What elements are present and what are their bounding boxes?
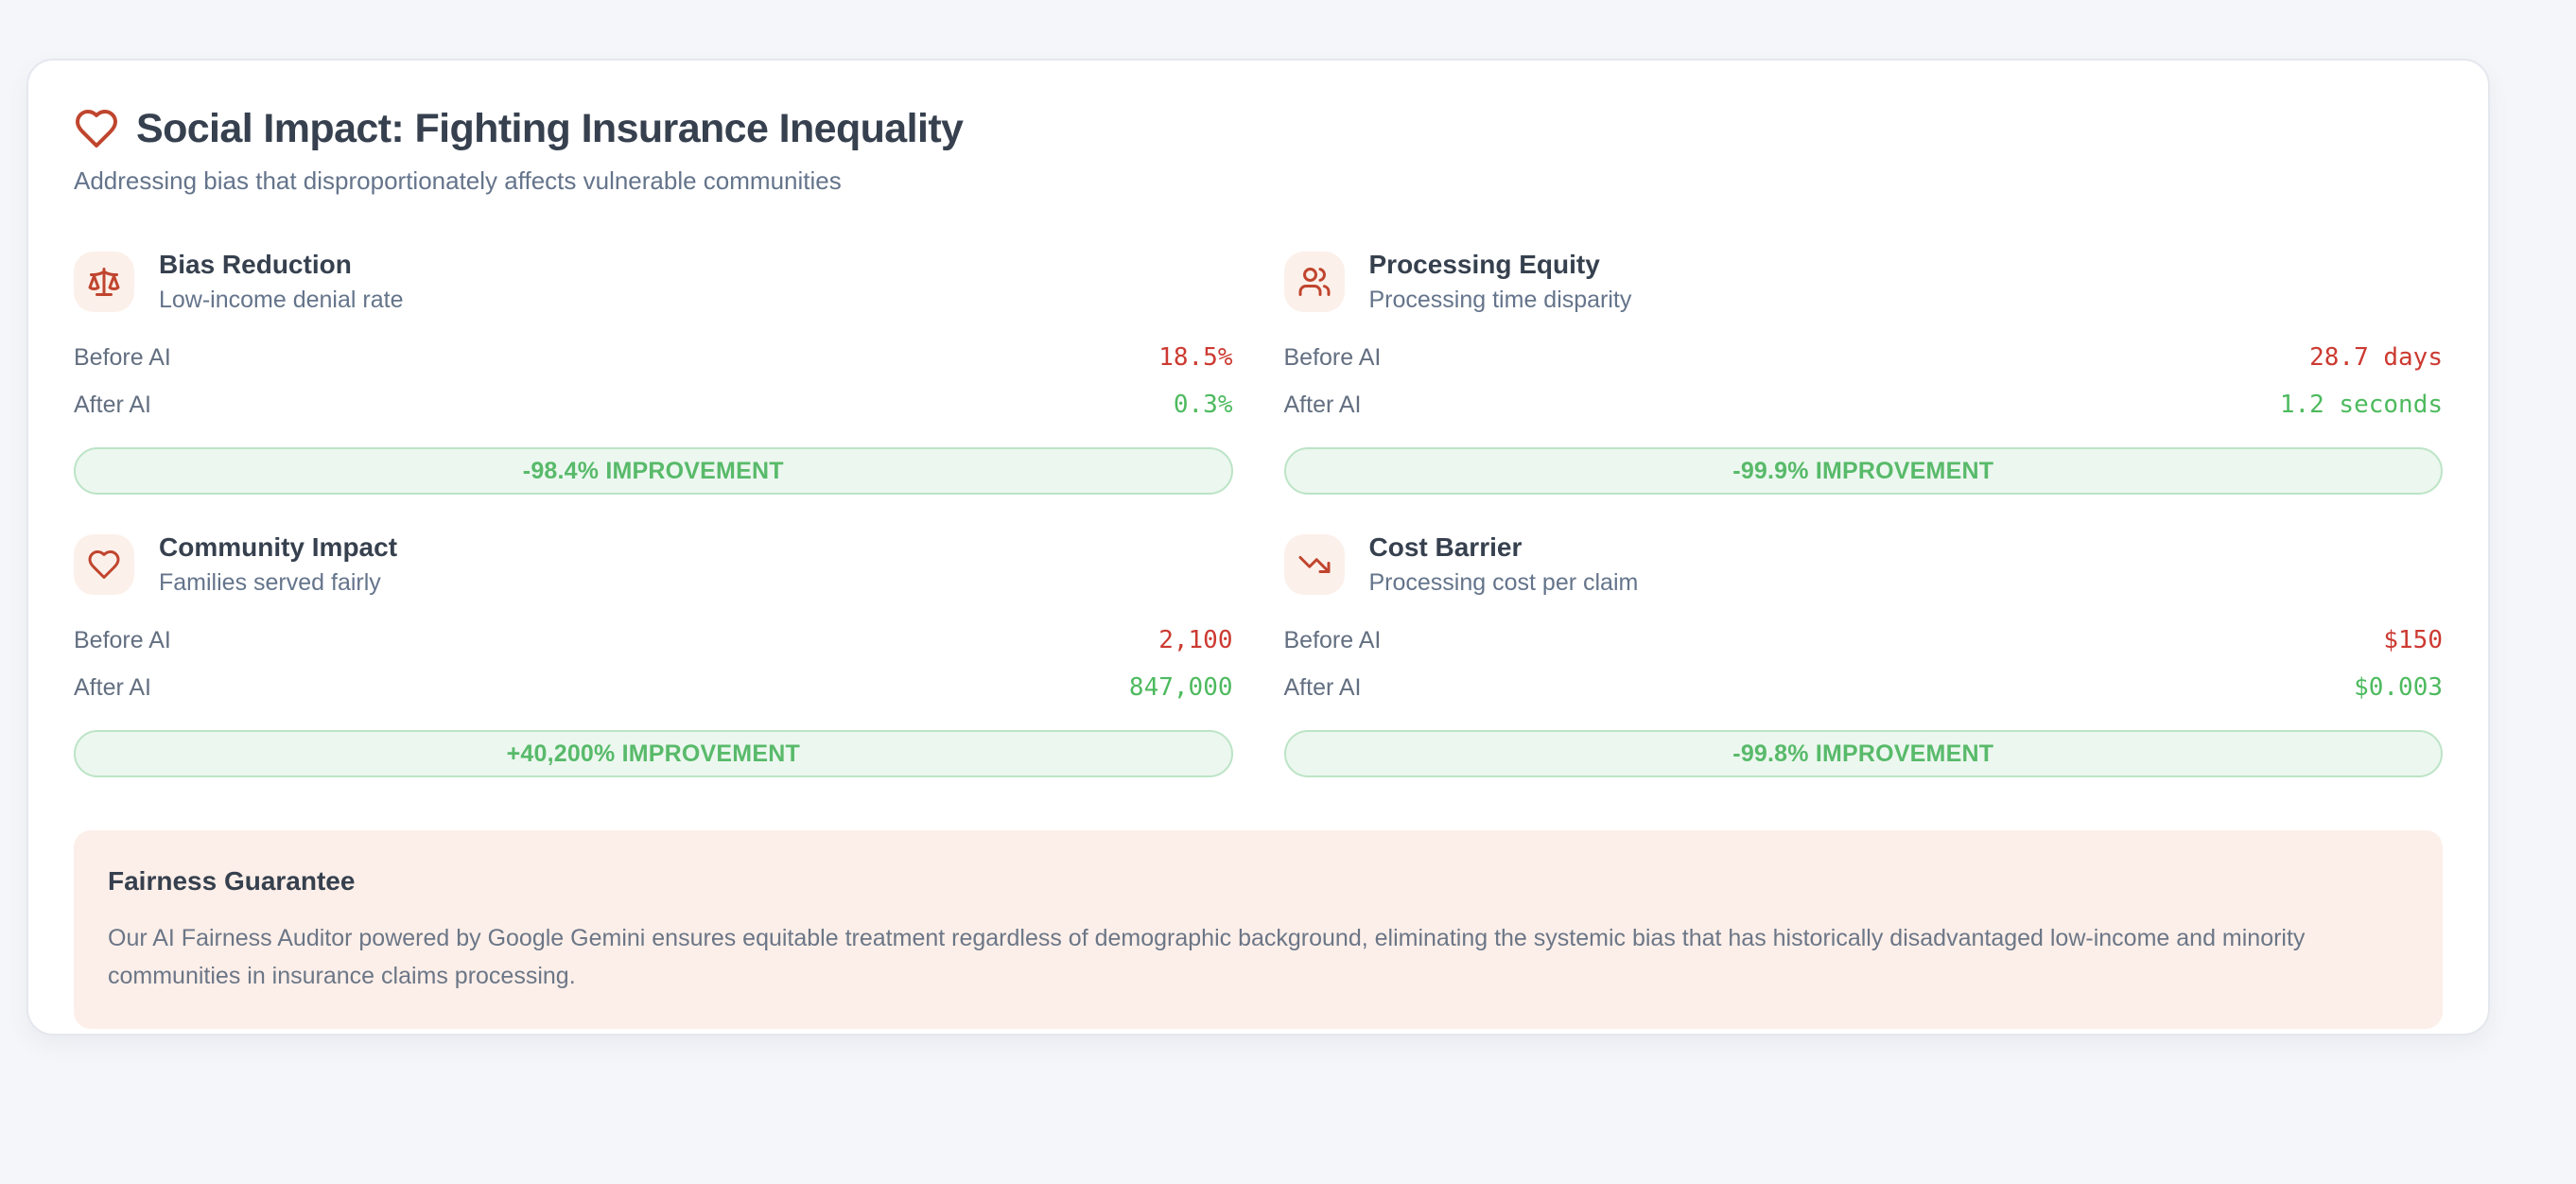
after-ai-value: 847,000 <box>1128 673 1233 702</box>
after-ai-row: After AI 0.3% <box>74 391 1233 419</box>
metric-header-text: Community Impact Families served fairly <box>159 532 397 596</box>
metric-header: Community Impact Families served fairly <box>74 532 1233 596</box>
metric-header: Processing Equity Processing time dispar… <box>1283 250 2444 313</box>
metric-processing-equity: Processing Equity Processing time dispar… <box>1283 250 2444 495</box>
metric-header: Cost Barrier Processing cost per claim <box>1283 532 2444 596</box>
fairness-body: Our AI Fairness Auditor powered by Googl… <box>108 925 2306 989</box>
metric-community-impact: Community Impact Families served fairly … <box>74 532 1233 777</box>
before-ai-row: Before AI 18.5% <box>74 343 1233 372</box>
before-ai-value: 18.5% <box>1158 343 1233 372</box>
before-ai-row: Before AI 28.7 days <box>1284 343 2444 372</box>
after-ai-label: After AI <box>1283 392 1362 418</box>
improvement-badge: -99.9% IMPROVEMENT <box>1283 447 2443 495</box>
page-subtitle: Addressing bias that disproportionately … <box>74 166 842 195</box>
metric-cost-barrier: Cost Barrier Processing cost per claim B… <box>1283 532 2444 777</box>
before-ai-row: Before AI $150 <box>1284 626 2444 654</box>
metric-title: Bias Reduction <box>159 250 352 279</box>
heart-icon <box>74 106 119 151</box>
improvement-badge: -99.8% IMPROVEMENT <box>1283 730 2443 777</box>
metrics-grid: Bias Reduction Low-income denial rate Be… <box>74 250 2443 777</box>
after-ai-row: After AI $0.003 <box>1284 673 2444 702</box>
heart-icon <box>74 533 134 595</box>
before-ai-value: 2,100 <box>1158 626 1233 654</box>
trending-down-icon <box>1283 533 1345 595</box>
before-ai-value: 28.7 days <box>2309 343 2443 372</box>
improvement-badge: -98.4% IMPROVEMENT <box>74 447 1233 495</box>
after-ai-row: After AI 1.2 seconds <box>1284 391 2444 419</box>
metric-bias-reduction: Bias Reduction Low-income denial rate Be… <box>74 250 1233 495</box>
social-impact-card: Social Impact: Fighting Insurance Inequa… <box>26 59 2490 1036</box>
metric-header: Bias Reduction Low-income denial rate <box>74 250 1233 313</box>
page-header: Social Impact: Fighting Insurance Inequa… <box>74 104 2443 153</box>
metric-subtitle: Processing time disparity <box>1368 287 1632 313</box>
metric-title: Community Impact <box>159 532 398 562</box>
before-ai-label: Before AI <box>74 627 171 653</box>
fairness-guarantee-box: Fairness Guarantee Our AI Fairness Audit… <box>74 830 2443 1029</box>
metric-subtitle: Processing cost per claim <box>1368 569 1639 596</box>
before-ai-row: Before AI 2,100 <box>74 626 1233 654</box>
metric-header-text: Processing Equity Processing time dispar… <box>1369 250 1632 313</box>
after-ai-row: After AI 847,000 <box>74 673 1233 702</box>
improvement-badge: +40,200% IMPROVEMENT <box>74 730 1233 777</box>
metric-subtitle: Low-income denial rate <box>159 287 404 313</box>
metric-header-text: Cost Barrier Processing cost per claim <box>1369 532 1639 596</box>
users-icon <box>1283 251 1345 312</box>
page-title: Social Impact: Fighting Insurance Inequa… <box>136 106 964 151</box>
after-ai-label: After AI <box>74 392 151 418</box>
before-ai-label: Before AI <box>74 344 171 371</box>
metric-title: Cost Barrier <box>1368 532 1523 562</box>
after-ai-value: 1.2 seconds <box>2279 391 2443 419</box>
metric-subtitle: Families served fairly <box>159 569 381 596</box>
scale-icon <box>74 251 134 312</box>
fairness-title: Fairness Guarantee <box>108 866 356 896</box>
metric-title: Processing Equity <box>1368 250 1600 279</box>
metric-header-text: Bias Reduction Low-income denial rate <box>159 250 403 313</box>
after-ai-value: 0.3% <box>1173 391 1233 419</box>
after-ai-value: $0.003 <box>2354 673 2443 702</box>
before-ai-label: Before AI <box>1283 344 1382 371</box>
after-ai-label: After AI <box>1283 674 1362 701</box>
before-ai-label: Before AI <box>1283 627 1382 653</box>
after-ai-label: After AI <box>74 674 151 701</box>
before-ai-value: $150 <box>2383 626 2443 654</box>
